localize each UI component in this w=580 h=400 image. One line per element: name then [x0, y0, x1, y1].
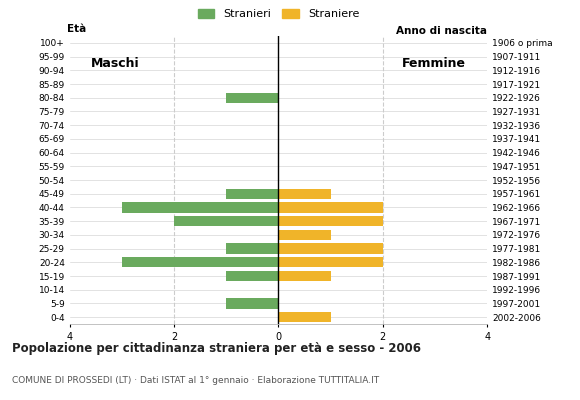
Bar [278, 271, 331, 281]
Bar [278, 188, 331, 199]
Bar [226, 244, 278, 254]
Bar [226, 271, 278, 281]
Text: Popolazione per cittadinanza straniera per età e sesso - 2006: Popolazione per cittadinanza straniera p… [12, 342, 420, 355]
Text: Femmine: Femmine [403, 57, 466, 70]
Text: COMUNE DI PROSSEDI (LT) · Dati ISTAT al 1° gennaio · Elaborazione TUTTITALIA.IT: COMUNE DI PROSSEDI (LT) · Dati ISTAT al … [12, 376, 379, 385]
Text: Età: Età [67, 24, 86, 34]
Bar [174, 216, 278, 226]
Bar [122, 202, 278, 212]
Bar [226, 188, 278, 199]
Legend: Stranieri, Straniere: Stranieri, Straniere [193, 4, 364, 24]
Bar [226, 298, 278, 308]
Bar [122, 257, 278, 268]
Bar [278, 216, 383, 226]
Bar [278, 202, 383, 212]
Text: Anno di nascita: Anno di nascita [396, 26, 487, 36]
Text: Maschi: Maschi [90, 57, 139, 70]
Bar [278, 230, 331, 240]
Bar [278, 257, 383, 268]
Bar [278, 312, 331, 322]
Bar [226, 92, 278, 103]
Bar [278, 244, 383, 254]
